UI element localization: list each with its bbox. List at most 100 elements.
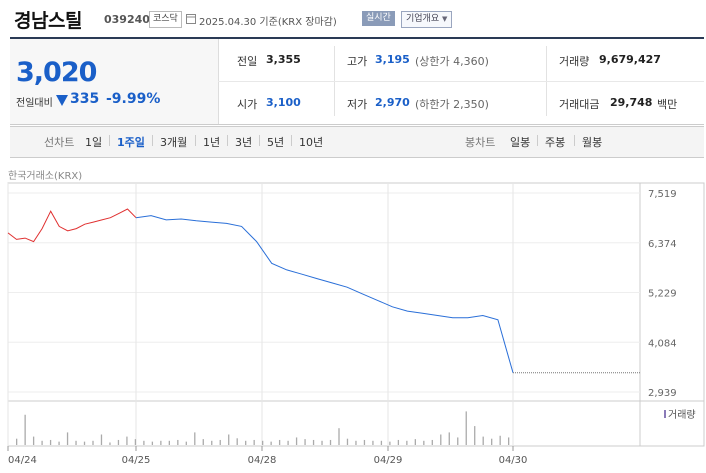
company-info-dropdown[interactable]: 기업개요 ▼ (401, 11, 453, 28)
y-tick-label: 4,084 (648, 338, 677, 349)
volume-bar (58, 441, 60, 445)
volume-bar (202, 439, 204, 445)
y-tick-label: 2,939 (648, 388, 677, 399)
volume-bar (109, 442, 111, 445)
volume-bar (75, 440, 77, 445)
realtime-button[interactable]: 실시간 (362, 11, 395, 26)
volume-bar (321, 440, 323, 445)
summary-box (10, 39, 704, 125)
volume-bar (168, 440, 170, 445)
volume-bar (304, 439, 306, 445)
volume-bar (41, 440, 43, 445)
open-value: 3,100 (266, 96, 301, 109)
price-panel (10, 39, 219, 124)
volume-label: 거래량 (559, 55, 590, 68)
volume-bar (278, 439, 281, 445)
low-value: 2,970 (375, 96, 410, 109)
upper-limit: (상한가 4,360) (415, 55, 489, 68)
candle-chart-label: 봉차트 (465, 136, 496, 149)
high-label: 고가 (347, 55, 368, 68)
separator (537, 135, 538, 146)
y-tick-label: 7,519 (648, 189, 677, 200)
company-info-label: 기업개요 (406, 14, 440, 24)
period-3y[interactable]: 3년 (235, 136, 253, 149)
change-percent: -9.99% (106, 91, 161, 107)
volume-bar (406, 440, 408, 445)
volume-bar (92, 440, 94, 445)
volume-bar (474, 426, 476, 445)
line-chart-label: 선차트 (44, 136, 75, 149)
prev-close-value: 3,355 (266, 53, 301, 66)
volume-bar (457, 437, 459, 445)
volume-bar (194, 432, 196, 445)
price-line-up (7, 208, 137, 243)
period-10y[interactable]: 10년 (299, 136, 324, 149)
volume-bar (262, 440, 264, 445)
volume-bar (508, 437, 510, 445)
volume-bar (270, 441, 272, 445)
volume-legend-swatch (664, 410, 666, 418)
amount-value: 29,748 (610, 96, 653, 109)
volume-bar (448, 432, 450, 445)
volume-bar (346, 438, 349, 445)
volume-bar (491, 438, 493, 445)
volume-bar (117, 439, 120, 445)
open-label: 시가 (237, 98, 258, 111)
y-tick-label: 5,229 (648, 289, 677, 300)
volume-bar (355, 440, 357, 445)
volume-bar (236, 438, 238, 445)
volume-bar (245, 440, 247, 445)
caret-down-icon: ▼ (442, 15, 448, 23)
volume-bar (389, 441, 391, 445)
period-1y[interactable]: 1년 (203, 136, 221, 149)
volume-bar (329, 439, 332, 445)
calendar-icon (186, 14, 196, 24)
period-1w[interactable]: 1주일 (117, 136, 145, 149)
volume-bar (219, 439, 221, 445)
period-3m[interactable]: 3개월 (160, 136, 188, 149)
volume-bar (465, 411, 467, 445)
period-bar (10, 126, 704, 158)
x-tick-label: 04/25 (122, 455, 151, 466)
period-5y[interactable]: 5년 (267, 136, 285, 149)
volume-bar (431, 439, 433, 445)
base-date: 2025.04.30 기준(KRX 장마감) (199, 17, 337, 28)
volume-bar (16, 438, 18, 445)
volume-bar (287, 440, 289, 445)
separator (291, 135, 292, 146)
x-tick-label: 04/28 (248, 455, 277, 466)
volume-bar (185, 441, 187, 445)
volume-bar (32, 436, 35, 445)
volume-bar (151, 441, 154, 445)
volume-bar (160, 440, 162, 445)
volume-bar (414, 439, 416, 445)
volume-bar (143, 440, 145, 445)
x-tick-label: 04/30 (499, 455, 528, 466)
candle-weekly[interactable]: 주봉 (545, 136, 566, 149)
x-tick-label: 04/29 (374, 455, 403, 466)
volume-bar (177, 439, 179, 445)
volume-bar (100, 434, 103, 445)
period-1d[interactable]: 1일 (85, 136, 103, 149)
volume-bar (380, 440, 383, 445)
row-divider (218, 81, 704, 82)
volume-legend-label: 거래량 (668, 409, 696, 421)
candle-daily[interactable]: 일봉 (510, 136, 531, 149)
candle-monthly[interactable]: 월봉 (582, 136, 603, 149)
volume-bar (482, 436, 484, 445)
x-tick-label: 04/24 (8, 455, 37, 466)
chart-frame (7, 182, 705, 447)
down-triangle-icon (56, 95, 68, 106)
separator (259, 135, 260, 146)
volume-bar (24, 414, 26, 445)
change-label: 전일대비 (16, 98, 53, 109)
price-line-down (135, 215, 514, 373)
amount-label: 거래대금 (559, 98, 600, 111)
separator (195, 135, 196, 146)
amount-unit: 백만 (657, 98, 678, 111)
separator (152, 135, 153, 146)
stock-code: 039240 (104, 13, 150, 26)
volume-bar (423, 440, 425, 445)
high-value: 3,195 (375, 53, 410, 66)
